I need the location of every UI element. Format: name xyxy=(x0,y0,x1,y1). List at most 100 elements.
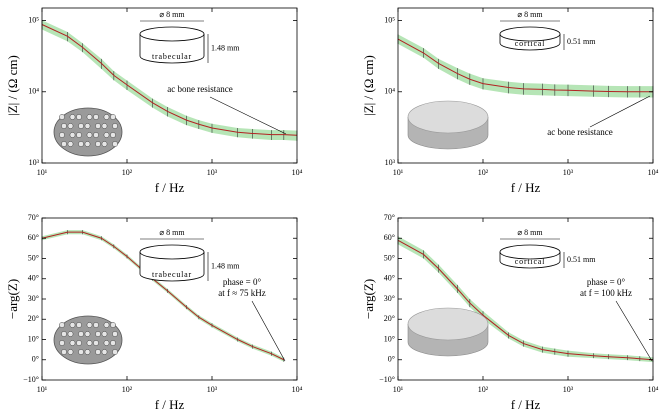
panel: 10¹ 10² 10³ 10⁴ 10³ 10⁴ 10⁵ f / Hz |Z| / (Ω cm) a… xyxy=(5,7,303,195)
annotation: ac bone resistance xyxy=(167,84,232,94)
cylinder-top xyxy=(139,244,205,260)
sample-pore xyxy=(93,322,99,328)
x-tick-label: 10⁴ xyxy=(648,385,659,394)
x-tick-label: 10¹ xyxy=(37,385,48,394)
y-tick-label: 40° xyxy=(384,274,395,283)
sample-pore xyxy=(76,132,82,138)
y-tick-label: 10° xyxy=(28,334,39,343)
sample-pore xyxy=(101,123,108,129)
sample-pore xyxy=(110,322,116,328)
inset-height: 0.51 mm xyxy=(567,255,596,264)
y-tick-label: 10³ xyxy=(385,158,396,167)
y-axis-label: |Z| / (Ω cm) xyxy=(361,55,376,116)
x-tick-label: 10⁴ xyxy=(292,168,303,177)
sample-pore xyxy=(93,340,99,346)
y-tick-label: 30° xyxy=(384,294,395,303)
inset-diameter: ⌀ 8 mm xyxy=(159,10,185,19)
sample-pore xyxy=(103,322,110,328)
inset-material: trabecular xyxy=(152,270,192,279)
sample-pore xyxy=(101,141,108,147)
annotation-arrow xyxy=(589,95,651,128)
sample-pore xyxy=(59,132,65,138)
data-line xyxy=(397,239,654,361)
sample-pore xyxy=(78,331,84,337)
cylinder-top xyxy=(499,244,561,260)
sample-pore xyxy=(78,123,84,129)
sample-pore xyxy=(59,322,65,328)
sample-pore xyxy=(95,141,101,147)
sample-pore xyxy=(59,114,65,120)
panel: 10¹ 10² 10³ 10⁴ −10° 0° 10° 20° 30° 40° 50° 60° 70° f… xyxy=(5,213,303,412)
data-line xyxy=(41,231,285,361)
y-tick-label: 50° xyxy=(384,253,395,262)
sample-top xyxy=(407,307,489,341)
y-axis-label: |Z| / (Ω cm) xyxy=(5,55,20,116)
y-axis-label: −arg(Z) xyxy=(5,279,20,319)
annotation: ac bone resistance xyxy=(547,127,612,137)
sample-pore xyxy=(103,132,110,138)
y-tick-label: 10⁴ xyxy=(28,87,39,96)
sample-pore xyxy=(61,331,67,337)
y-tick-label: 20° xyxy=(384,314,395,323)
x-axis-label: f / Hz xyxy=(511,397,541,412)
annotation: phase = 0° xyxy=(587,277,626,287)
data-line xyxy=(397,38,653,93)
sample-pore xyxy=(76,322,82,328)
y-tick-label: 0° xyxy=(32,355,39,364)
sample-pore xyxy=(101,331,108,337)
x-tick-label: 10³ xyxy=(207,385,218,394)
sample-pore xyxy=(61,349,67,355)
x-axis-label: f / Hz xyxy=(155,397,185,412)
sample-pore xyxy=(69,322,76,328)
sample-pore xyxy=(86,340,93,346)
sample-pore xyxy=(69,340,76,346)
panel: 10¹ 10² 10³ 10⁴ 10³ 10⁴ 10⁵ f / Hz |Z| / (Ω cm) a… xyxy=(361,7,659,195)
sample-pore xyxy=(101,349,108,355)
inset-diameter: ⌀ 8 mm xyxy=(517,228,543,237)
plot-frame xyxy=(397,7,654,164)
y-tick-label: −10° xyxy=(23,375,39,384)
sample-pore xyxy=(112,141,118,147)
sample-pore xyxy=(110,132,116,138)
error-band xyxy=(42,230,284,362)
sample-pore xyxy=(76,340,82,346)
panel: 10¹ 10² 10³ 10⁴ −10° 0° 10° 20° 30° 40° 50° 60° 70° f… xyxy=(361,213,659,412)
sample-pore xyxy=(61,141,67,147)
inset-diameter: ⌀ 8 mm xyxy=(159,228,185,237)
sample-pore xyxy=(84,331,91,337)
x-tick-label: 10³ xyxy=(207,168,218,177)
sample-pore xyxy=(95,123,101,129)
x-tick-label: 10¹ xyxy=(37,168,48,177)
sample-pore xyxy=(67,141,74,147)
x-tick-label: 10¹ xyxy=(393,385,404,394)
y-tick-label: −10° xyxy=(379,375,395,384)
x-tick-label: 10¹ xyxy=(393,168,404,177)
sample-pore xyxy=(67,123,74,129)
y-axis-label: −arg(Z) xyxy=(361,279,376,319)
annotation: at f ≈ 75 kHz xyxy=(218,288,265,298)
sample-pore xyxy=(84,123,91,129)
x-tick-label: 10² xyxy=(478,168,489,177)
x-tick-label: 10² xyxy=(122,385,133,394)
sample-pore xyxy=(103,340,110,346)
sample-pore xyxy=(78,141,84,147)
y-tick-label: 70° xyxy=(28,213,39,222)
inset-height: 1.48 mm xyxy=(211,261,240,270)
inset-material: cortical xyxy=(515,257,545,266)
cylinder xyxy=(139,34,205,64)
cylinder-top xyxy=(139,26,205,42)
x-tick-label: 10² xyxy=(478,385,489,394)
sample-pore xyxy=(95,349,101,355)
y-tick-label: 20° xyxy=(28,314,39,323)
sample-pore xyxy=(93,132,99,138)
sample-pore xyxy=(69,132,76,138)
sample-pore xyxy=(103,114,110,120)
x-axis-label: f / Hz xyxy=(155,180,185,195)
y-tick-label: 10³ xyxy=(29,158,40,167)
y-tick-label: 60° xyxy=(384,233,395,242)
y-tick-label: 10⁴ xyxy=(384,87,395,96)
sample-pore xyxy=(84,349,91,355)
sample-pore xyxy=(69,114,76,120)
sample-pore xyxy=(86,132,93,138)
inset-height: 1.48 mm xyxy=(211,43,240,52)
